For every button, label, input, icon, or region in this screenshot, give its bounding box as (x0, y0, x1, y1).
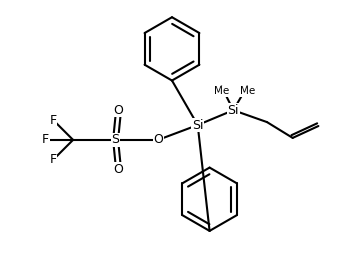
Text: F: F (50, 114, 57, 127)
Text: O: O (153, 133, 163, 146)
Text: Si: Si (227, 104, 239, 117)
Text: Me: Me (214, 86, 229, 96)
Text: Me: Me (239, 86, 255, 96)
Text: Si: Si (192, 118, 203, 132)
Text: O: O (114, 163, 123, 176)
Text: F: F (50, 153, 57, 166)
Text: O: O (114, 104, 123, 117)
Text: S: S (111, 133, 120, 146)
Text: F: F (42, 133, 49, 146)
